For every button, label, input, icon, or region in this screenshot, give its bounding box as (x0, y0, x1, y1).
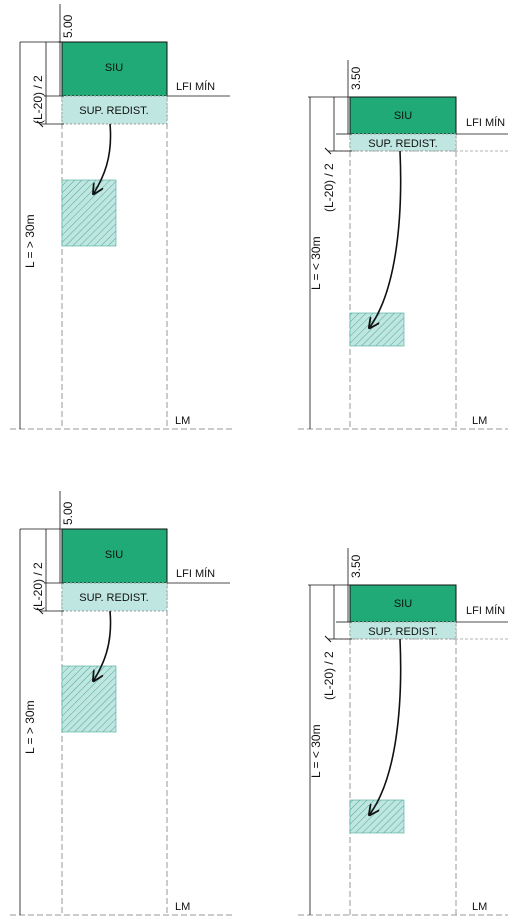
lfi-label: LFI MÍN (466, 604, 505, 617)
redist-label: SUP. REDIST. (79, 105, 149, 117)
depth-label: 5.00 (61, 501, 75, 525)
panel-2: SIU SUP. REDIST. LFI MÍN LM 3.50 (L-20) … (298, 60, 508, 430)
siu-label: SIU (105, 62, 123, 74)
siu-label: SIU (394, 110, 412, 122)
lot-outline (298, 585, 508, 916)
depth-label: 5.00 (61, 14, 75, 38)
redist-label: SUP. REDIST. (79, 592, 149, 604)
lot-length-label: L = > 30m (23, 700, 37, 754)
siu-block (61, 41, 168, 97)
lfi-label: LFI MÍN (176, 80, 215, 93)
redist-label: SUP. REDIST. (368, 138, 438, 150)
dimension-lines (19, 4, 64, 429)
lot-length-label: L = < 30m (309, 724, 323, 778)
redist-block (61, 95, 168, 125)
hatched-area (349, 312, 405, 347)
dimension-lines (308, 548, 352, 915)
siu-block (349, 584, 457, 623)
siu-label: SIU (105, 549, 123, 561)
panel-3: SIU SUP. REDIST. LFI MÍN LM 5.00 (L-20) … (10, 491, 235, 916)
dimension-lines (308, 60, 352, 429)
lfi-label: LFI MÍN (466, 116, 505, 129)
lm-label: LM (472, 415, 487, 427)
hatched-area (61, 665, 117, 733)
lot-length-label: L = < 30m (309, 236, 323, 290)
half-length-label: (L-20) / 2 (31, 562, 45, 611)
lm-label: LM (472, 901, 487, 913)
redistribution-arrow (94, 123, 112, 193)
panel-4: SIU SUP. REDIST. LFI MÍN LM 3.50 (L-20) … (298, 548, 508, 916)
redistribution-arrow (94, 610, 112, 680)
lfi-label: LFI MÍN (176, 567, 215, 580)
lot-outline (298, 97, 508, 430)
panel-1: SIU SUP. REDIST. LFI MÍN LM 5.00 (L-20) … (10, 4, 235, 430)
siu-label: SIU (394, 598, 412, 610)
hatched-area (61, 179, 117, 247)
lm-label: LM (175, 901, 190, 913)
depth-label: 3.50 (349, 66, 363, 90)
redist-block (61, 582, 168, 612)
dimension-lines (19, 491, 64, 915)
lm-label: LM (175, 415, 190, 427)
half-length-label: (L-20) / 2 (31, 75, 45, 124)
redistribution-arrow (370, 150, 402, 327)
hatched-area (349, 799, 405, 834)
redistribution-arrow (370, 638, 402, 814)
siu-block (349, 96, 457, 135)
half-length-label: (L-20) / 2 (322, 651, 336, 700)
redist-label: SUP. REDIST. (368, 626, 438, 638)
depth-label: 3.50 (349, 554, 363, 578)
siu-block (61, 528, 168, 584)
half-length-label: (L-20) / 2 (322, 163, 336, 212)
lot-length-label: L = > 30m (23, 214, 37, 268)
